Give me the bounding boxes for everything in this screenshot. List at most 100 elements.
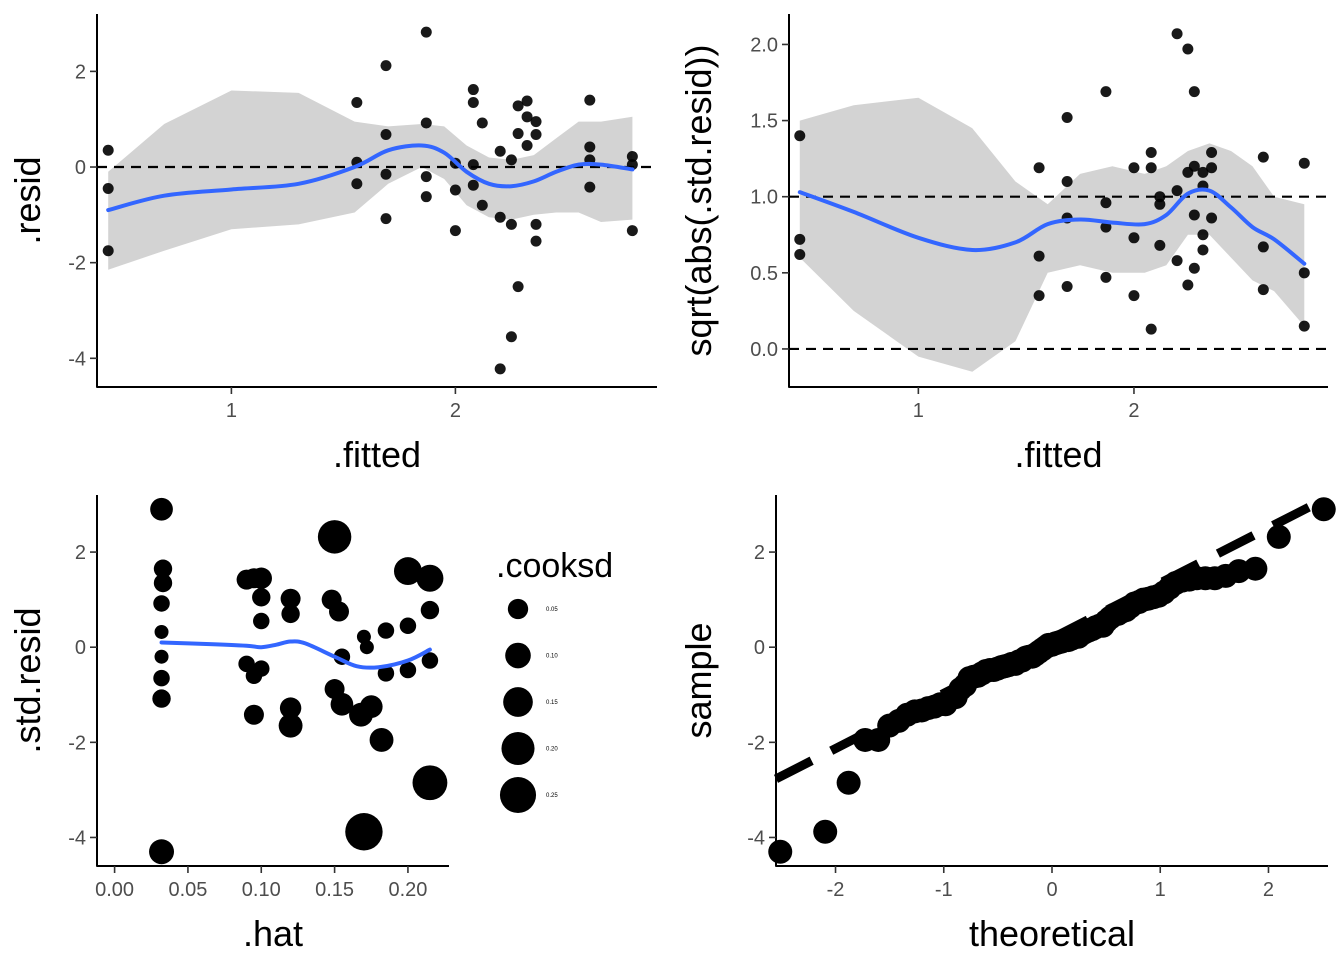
data-point	[467, 96, 479, 108]
x-tick-label: 1	[226, 400, 237, 422]
data-point	[102, 245, 114, 257]
x-tick-label: -1	[935, 879, 953, 901]
data-point	[794, 249, 806, 261]
data-point	[1128, 290, 1140, 302]
data-point	[449, 184, 461, 196]
x-tick-label: 2	[1263, 879, 1274, 901]
data-point	[1298, 267, 1310, 279]
data-point	[1257, 241, 1269, 253]
legend-key	[507, 598, 529, 620]
data-point	[420, 171, 432, 183]
legend-key	[505, 642, 531, 669]
legend-key	[501, 731, 535, 766]
confidence-band	[108, 90, 633, 270]
legend-label: 0.20	[546, 747, 558, 753]
data-point	[1100, 271, 1112, 283]
smooth-line	[797, 187, 1307, 266]
data-point	[420, 191, 432, 203]
data-point	[530, 129, 542, 141]
data-point	[521, 111, 533, 123]
data-point	[380, 60, 392, 72]
y-tick-label: -2	[68, 732, 86, 754]
data-point	[476, 199, 488, 211]
data-point	[1100, 86, 1112, 98]
data-point	[449, 225, 461, 237]
data-point	[521, 140, 533, 152]
data-point	[1061, 175, 1073, 187]
y-tick-label: 1.0	[750, 187, 778, 209]
resid-vs-fitted-panel: 1 2 -4 -2 0 2 .fitted .resid	[7, 14, 657, 475]
data-point	[1171, 28, 1183, 40]
data-point	[250, 567, 272, 589]
data-point	[1171, 255, 1183, 267]
data-point	[1128, 162, 1140, 174]
data-point	[377, 665, 395, 682]
data-point	[380, 168, 392, 180]
data-point	[329, 601, 349, 622]
data-point	[626, 225, 638, 237]
data-point	[317, 520, 352, 554]
y-tick-label: 0.5	[750, 263, 778, 285]
y-axis-title: .resid	[7, 156, 48, 244]
data-point	[467, 159, 479, 171]
data-point	[794, 233, 806, 245]
legend-label: 0.15	[546, 700, 558, 706]
data-point	[351, 96, 363, 108]
x-tick-label: 0.15	[315, 879, 354, 901]
data-point	[1257, 284, 1269, 296]
x-axis-title: .fitted	[1014, 434, 1102, 475]
smooth-line	[159, 639, 432, 670]
data-point	[1206, 147, 1218, 159]
data-point	[1128, 232, 1140, 244]
data-point	[1243, 556, 1268, 581]
smooth-line	[106, 143, 635, 213]
data-point	[253, 612, 270, 630]
y-tick-label: 2	[754, 542, 765, 564]
data-point	[512, 100, 524, 112]
data-point	[467, 179, 479, 191]
y-tick-label: 0	[75, 157, 86, 179]
data-point	[345, 813, 383, 851]
legend-key	[503, 687, 533, 717]
data-point	[1298, 320, 1310, 332]
data-point	[768, 839, 793, 864]
data-point	[530, 235, 542, 247]
data-point	[1197, 244, 1209, 256]
data-point	[393, 557, 422, 586]
data-point	[1188, 160, 1200, 172]
y-tick-label: -2	[747, 732, 765, 754]
y-tick-label: 0.0	[750, 339, 778, 361]
data-point	[836, 770, 861, 795]
data-point	[153, 669, 170, 687]
x-tick-label: -2	[827, 879, 845, 901]
data-point	[1206, 212, 1218, 224]
data-point	[280, 588, 301, 609]
data-point	[1298, 157, 1310, 169]
data-point	[1033, 290, 1045, 302]
data-point	[1188, 262, 1200, 274]
y-tick-label: 1.5	[750, 111, 778, 133]
data-point	[505, 331, 517, 343]
data-point	[252, 588, 271, 607]
x-tick-label: 2	[450, 400, 461, 422]
data-point	[369, 728, 394, 752]
x-tick-label: 0	[1046, 879, 1057, 901]
data-point	[153, 559, 173, 578]
data-point	[1061, 281, 1073, 293]
data-point	[476, 117, 488, 129]
data-point	[1154, 198, 1166, 210]
data-point	[530, 218, 542, 230]
x-tick-label: 0.10	[242, 879, 281, 901]
data-point	[494, 211, 506, 223]
data-point	[521, 95, 533, 107]
data-point	[420, 600, 440, 620]
data-point	[359, 640, 374, 655]
data-point	[1257, 151, 1269, 163]
data-point	[421, 652, 439, 669]
data-point	[380, 129, 392, 141]
data-point	[359, 695, 383, 719]
data-point	[412, 765, 448, 801]
legend-title: .cooksd	[496, 547, 613, 585]
legend-label: 0.25	[546, 793, 558, 799]
